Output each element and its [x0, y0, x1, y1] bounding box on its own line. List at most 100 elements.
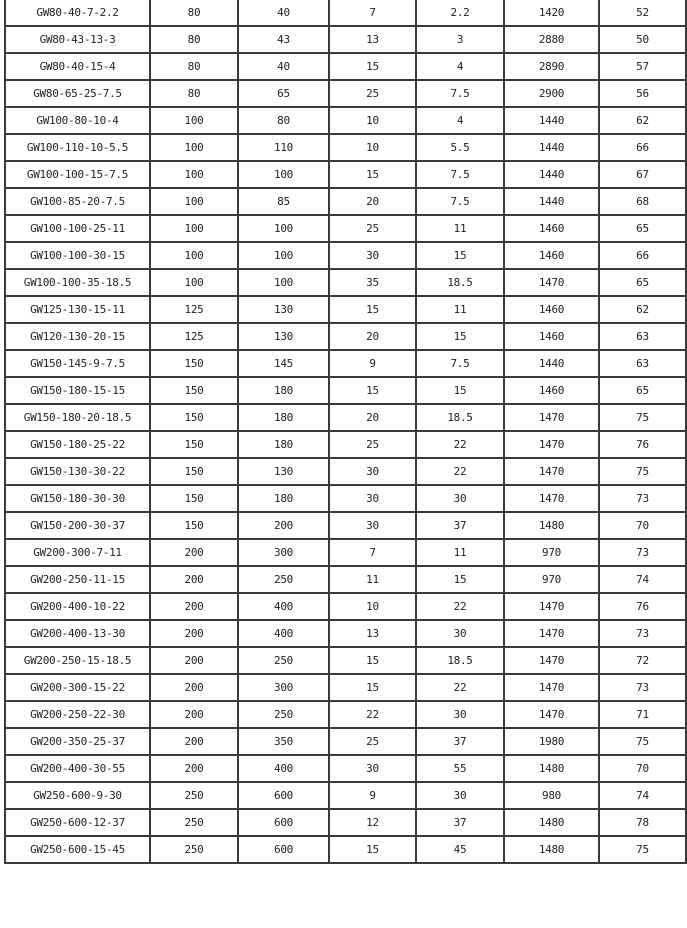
cell-col-5: 11 — [415, 295, 505, 324]
cell-col-3: 145 — [237, 349, 330, 378]
cell-model: GW100-100-30-15 — [4, 241, 151, 270]
cell-col-5: 18.5 — [415, 268, 505, 297]
table-row: GW200-250-22-30 200 250 22 30 1470 71 — [4, 700, 687, 729]
table-row: GW250-600-15-45 250 600 15 45 1480 75 — [4, 835, 687, 864]
table-row: GW80-43-13-3 80 43 13 3 2880 50 — [4, 25, 687, 54]
cell-col-6: 1470 — [503, 484, 600, 513]
cell-col-7: 73 — [598, 484, 687, 513]
cell-col-6: 1460 — [503, 214, 600, 243]
cell-col-7: 76 — [598, 430, 687, 459]
cell-col-5: 18.5 — [415, 646, 505, 675]
cell-col-2: 150 — [149, 430, 239, 459]
cell-col-4: 10 — [328, 106, 417, 135]
cell-col-2: 200 — [149, 727, 239, 756]
cell-col-3: 250 — [237, 646, 330, 675]
cell-model: GW200-250-11-15 — [4, 565, 151, 594]
cell-model: GW200-300-7-11 — [4, 538, 151, 567]
cell-col-3: 200 — [237, 511, 330, 540]
cell-model: GW150-180-30-30 — [4, 484, 151, 513]
cell-col-7: 75 — [598, 457, 687, 486]
cell-col-4: 20 — [328, 322, 417, 351]
table-row: GW120-130-20-15 125 130 20 15 1460 63 — [4, 322, 687, 351]
cell-col-7: 74 — [598, 781, 687, 810]
cell-col-3: 100 — [237, 268, 330, 297]
cell-col-6: 980 — [503, 781, 600, 810]
cell-col-5: 11 — [415, 214, 505, 243]
cell-col-6: 1470 — [503, 457, 600, 486]
cell-model: GW100-100-35-18.5 — [4, 268, 151, 297]
cell-col-4: 25 — [328, 214, 417, 243]
cell-col-4: 30 — [328, 484, 417, 513]
cell-col-5: 11 — [415, 538, 505, 567]
cell-col-7: 52 — [598, 0, 687, 27]
cell-col-5: 15 — [415, 322, 505, 351]
cell-col-2: 200 — [149, 592, 239, 621]
cell-col-2: 150 — [149, 457, 239, 486]
cell-model: GW100-110-10-5.5 — [4, 133, 151, 162]
cell-col-7: 66 — [598, 241, 687, 270]
cell-col-4: 15 — [328, 295, 417, 324]
cell-col-7: 56 — [598, 79, 687, 108]
cell-col-5: 18.5 — [415, 403, 505, 432]
cell-col-4: 15 — [328, 376, 417, 405]
cell-col-7: 57 — [598, 52, 687, 81]
cell-col-3: 600 — [237, 781, 330, 810]
cell-col-4: 30 — [328, 754, 417, 783]
cell-col-3: 400 — [237, 754, 330, 783]
cell-col-5: 22 — [415, 673, 505, 702]
cell-col-7: 65 — [598, 214, 687, 243]
table-row: GW150-200-30-37 150 200 30 37 1480 70 — [4, 511, 687, 540]
cell-col-5: 37 — [415, 511, 505, 540]
cell-col-3: 600 — [237, 835, 330, 864]
cell-col-6: 1470 — [503, 700, 600, 729]
cell-col-2: 200 — [149, 565, 239, 594]
cell-col-7: 63 — [598, 322, 687, 351]
cell-col-2: 150 — [149, 511, 239, 540]
cell-col-7: 75 — [598, 403, 687, 432]
cell-col-4: 15 — [328, 646, 417, 675]
cell-model: GW80-43-13-3 — [4, 25, 151, 54]
cell-col-6: 1420 — [503, 0, 600, 27]
cell-col-3: 80 — [237, 106, 330, 135]
cell-col-5: 5.5 — [415, 133, 505, 162]
cell-col-2: 250 — [149, 808, 239, 837]
cell-col-7: 63 — [598, 349, 687, 378]
cell-model: GW200-250-15-18.5 — [4, 646, 151, 675]
cell-col-5: 30 — [415, 700, 505, 729]
cell-model: GW100-80-10-4 — [4, 106, 151, 135]
cell-col-5: 37 — [415, 727, 505, 756]
cell-col-6: 2880 — [503, 25, 600, 54]
cell-col-2: 150 — [149, 376, 239, 405]
cell-col-3: 130 — [237, 457, 330, 486]
cell-model: GW100-100-15-7.5 — [4, 160, 151, 189]
cell-col-3: 180 — [237, 403, 330, 432]
cell-col-5: 22 — [415, 430, 505, 459]
cell-col-2: 80 — [149, 25, 239, 54]
cell-col-4: 11 — [328, 565, 417, 594]
cell-col-4: 7 — [328, 538, 417, 567]
cell-col-2: 80 — [149, 79, 239, 108]
cell-col-3: 250 — [237, 565, 330, 594]
cell-col-7: 66 — [598, 133, 687, 162]
cell-col-2: 250 — [149, 835, 239, 864]
cell-col-5: 22 — [415, 592, 505, 621]
cell-col-6: 2890 — [503, 52, 600, 81]
cell-col-2: 200 — [149, 754, 239, 783]
cell-col-3: 400 — [237, 592, 330, 621]
cell-col-7: 71 — [598, 700, 687, 729]
cell-col-2: 200 — [149, 619, 239, 648]
cell-col-4: 22 — [328, 700, 417, 729]
cell-model: GW100-85-20-7.5 — [4, 187, 151, 216]
cell-col-4: 13 — [328, 25, 417, 54]
cell-col-2: 100 — [149, 187, 239, 216]
cell-col-2: 250 — [149, 781, 239, 810]
cell-col-2: 100 — [149, 160, 239, 189]
cell-col-6: 1470 — [503, 403, 600, 432]
cell-col-7: 62 — [598, 295, 687, 324]
cell-col-7: 68 — [598, 187, 687, 216]
cell-col-2: 200 — [149, 646, 239, 675]
cell-col-3: 100 — [237, 214, 330, 243]
table-row: GW150-180-25-22 150 180 25 22 1470 76 — [4, 430, 687, 459]
cell-col-3: 110 — [237, 133, 330, 162]
pump-spec-table: GW80-40-7-2.2 80 40 7 2.2 1420 52 GW80-43-13-3 8… — [4, 0, 687, 864]
